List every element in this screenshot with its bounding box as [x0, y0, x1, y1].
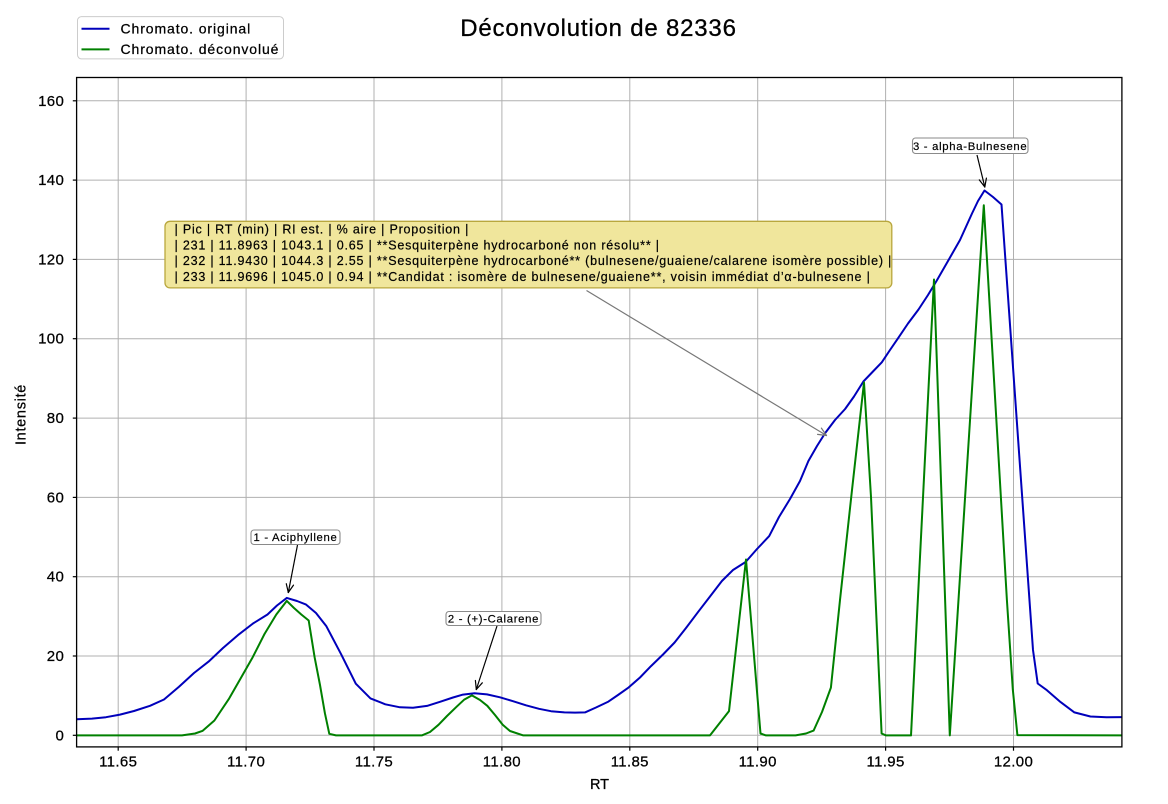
svg-text:11.75: 11.75	[355, 754, 393, 771]
svg-text:160: 160	[38, 93, 64, 110]
svg-text:80: 80	[47, 410, 64, 427]
svg-text:| Pic | RT (min) | RI est. | %: | Pic | RT (min) | RI est. | % aire | Pr…	[175, 223, 470, 237]
svg-text:12.00: 12.00	[994, 754, 1033, 771]
svg-text:RT: RT	[590, 777, 609, 793]
svg-text:100: 100	[38, 331, 64, 348]
svg-text:120: 120	[38, 251, 64, 268]
svg-text:Chromato. déconvolué: Chromato. déconvolué	[121, 41, 280, 57]
svg-text:Déconvolution de 82336: Déconvolution de 82336	[460, 15, 736, 42]
svg-text:3 - alpha-Bulnesene: 3 - alpha-Bulnesene	[913, 141, 1027, 153]
svg-text:11.70: 11.70	[227, 754, 265, 771]
svg-text:140: 140	[38, 172, 64, 189]
svg-text:| 233 | 11.9696 | 1045.0 | 0.9: | 233 | 11.9696 | 1045.0 | 0.94 | **Cand…	[175, 270, 871, 284]
svg-text:20: 20	[47, 648, 64, 665]
svg-text:Intensité: Intensité	[14, 384, 30, 445]
svg-text:11.85: 11.85	[611, 754, 649, 771]
svg-text:1 - Aciphyllene: 1 - Aciphyllene	[254, 532, 338, 544]
svg-text:11.65: 11.65	[99, 754, 137, 771]
svg-text:| 231 | 11.8963 | 1043.1 | 0.6: | 231 | 11.8963 | 1043.1 | 0.65 | **Sesq…	[175, 238, 660, 252]
svg-text:11.95: 11.95	[867, 754, 905, 771]
svg-text:11.80: 11.80	[483, 754, 521, 771]
svg-text:0: 0	[55, 727, 64, 744]
svg-text:| 232 | 11.9430 | 1044.3 | 2.5: | 232 | 11.9430 | 1044.3 | 2.55 | **Sesq…	[175, 254, 893, 268]
svg-text:Chromato. original: Chromato. original	[121, 21, 252, 37]
svg-text:40: 40	[47, 569, 64, 586]
svg-text:2 - (+)-Calarene: 2 - (+)-Calarene	[448, 614, 539, 626]
svg-text:60: 60	[47, 489, 64, 506]
svg-text:11.90: 11.90	[739, 754, 777, 771]
